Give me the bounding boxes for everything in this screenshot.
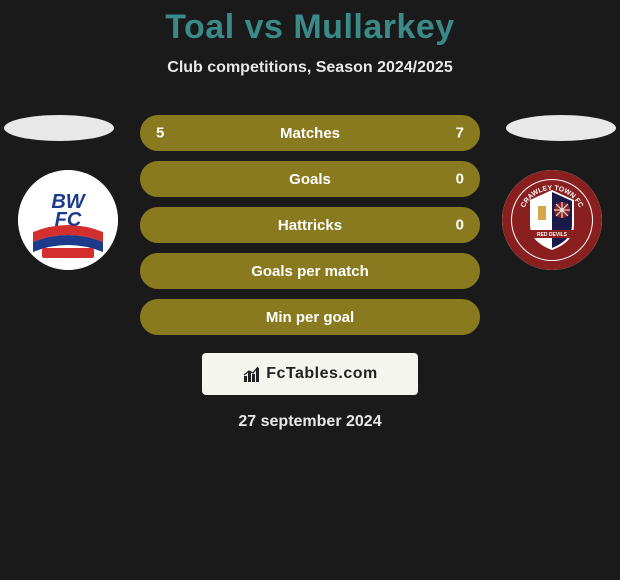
stat-right-value: 0 <box>456 171 464 188</box>
page-subtitle: Club competitions, Season 2024/2025 <box>0 59 620 77</box>
stat-label: Matches <box>280 125 340 142</box>
stat-label: Goals per match <box>251 263 369 280</box>
player-right-name-placeholder <box>506 115 616 141</box>
stat-left-value: 5 <box>156 125 164 142</box>
stat-right-value: 0 <box>456 217 464 234</box>
comparison-area: BW FC RED DEVILS CRAWLEY TOWN FC 5 Match… <box>0 115 620 431</box>
club-crest-left: BW FC <box>18 170 118 270</box>
stat-label: Goals <box>289 171 331 188</box>
branding-text: FcTables.com <box>266 365 378 383</box>
stat-bars: 5 Matches 7 Goals 0 Hattricks 0 Goals pe… <box>140 115 480 335</box>
bwfc-crest-icon: BW FC <box>18 170 118 270</box>
page-title: Toal vs Mullarkey <box>0 0 620 47</box>
stat-right-value: 7 <box>456 125 464 142</box>
stat-bar-goals-per-match: Goals per match <box>140 253 480 289</box>
stat-label: Hattricks <box>278 217 342 234</box>
stat-bar-goals: Goals 0 <box>140 161 480 197</box>
stat-bar-min-per-goal: Min per goal <box>140 299 480 335</box>
branding-badge: FcTables.com <box>202 353 418 395</box>
bar-chart-icon <box>242 364 262 384</box>
date-text: 27 september 2024 <box>0 413 620 431</box>
club-crest-right: RED DEVILS CRAWLEY TOWN FC <box>502 170 602 270</box>
svg-text:RED DEVILS: RED DEVILS <box>537 232 568 238</box>
stat-bar-hattricks: Hattricks 0 <box>140 207 480 243</box>
crawley-crest-icon: RED DEVILS CRAWLEY TOWN FC <box>502 170 602 270</box>
svg-text:FC: FC <box>55 209 82 231</box>
player-left-name-placeholder <box>4 115 114 141</box>
stat-bar-matches: 5 Matches 7 <box>140 115 480 151</box>
stat-label: Min per goal <box>266 309 354 326</box>
